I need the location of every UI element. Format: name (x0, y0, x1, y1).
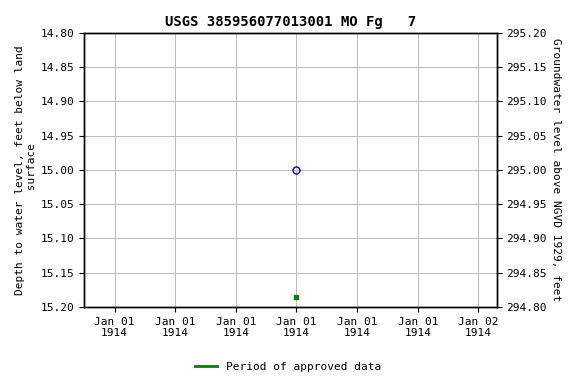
Title: USGS 385956077013001 MO Fg   7: USGS 385956077013001 MO Fg 7 (165, 15, 416, 29)
Y-axis label: Depth to water level, feet below land
 surface: Depth to water level, feet below land su… (15, 45, 37, 295)
Legend: Period of approved data: Period of approved data (191, 358, 385, 377)
Y-axis label: Groundwater level above NGVD 1929, feet: Groundwater level above NGVD 1929, feet (551, 38, 561, 301)
